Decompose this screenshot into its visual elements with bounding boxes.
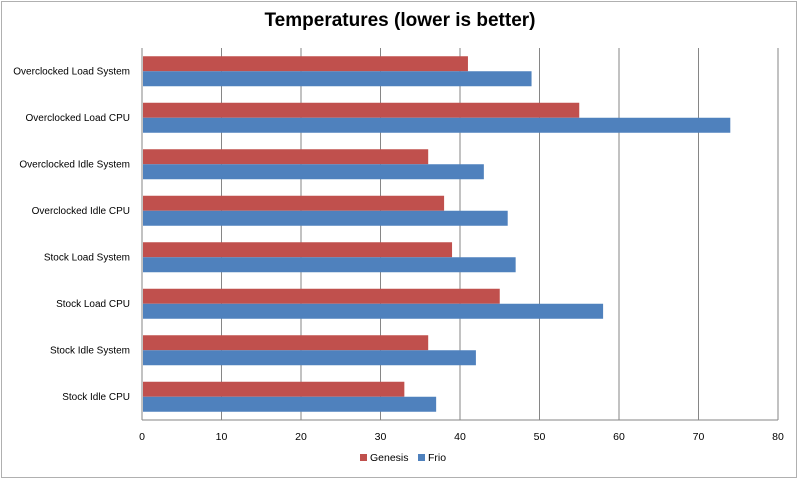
legend-label-frio: Frio — [428, 452, 446, 464]
legend-swatch-frio — [418, 454, 425, 461]
x-tick-label-40: 40 — [454, 431, 466, 443]
bar-frio-6 — [143, 350, 476, 366]
x-tick-label-30: 30 — [375, 431, 387, 443]
bar-frio-5 — [143, 303, 604, 319]
category-label-7: Stock Idle CPU — [62, 392, 130, 403]
bar-frio-4 — [143, 257, 516, 273]
legend-swatch-genesis — [360, 454, 367, 461]
x-tick-label-60: 60 — [613, 431, 625, 443]
bar-genesis-6 — [143, 335, 429, 351]
x-tick-label-10: 10 — [216, 431, 228, 443]
bar-genesis-1 — [143, 102, 580, 118]
category-label-6: Stock Idle System — [50, 345, 130, 356]
bar-genesis-0 — [143, 56, 468, 72]
x-tick-label-70: 70 — [693, 431, 705, 443]
bar-genesis-7 — [143, 381, 405, 397]
bar-genesis-3 — [143, 195, 445, 211]
bar-frio-2 — [143, 164, 484, 180]
x-tick-label-50: 50 — [534, 431, 546, 443]
bar-frio-3 — [143, 210, 508, 226]
category-label-4: Stock Load System — [44, 252, 130, 263]
category-label-0: Overclocked Load System — [13, 66, 130, 77]
legend-label-genesis: Genesis — [370, 452, 409, 464]
bar-frio-7 — [143, 396, 437, 412]
bar-frio-1 — [143, 117, 731, 133]
category-label-1: Overclocked Load CPU — [26, 113, 131, 124]
x-tick-label-80: 80 — [772, 431, 784, 443]
x-tick-label-0: 0 — [139, 431, 145, 443]
x-tick-label-20: 20 — [295, 431, 307, 443]
bar-genesis-4 — [143, 242, 453, 258]
category-label-3: Overclocked Idle CPU — [32, 206, 130, 217]
category-label-2: Overclocked Idle System — [19, 159, 130, 170]
category-label-5: Stock Load CPU — [56, 299, 130, 310]
bar-frio-0 — [143, 71, 532, 87]
bar-genesis-5 — [143, 288, 500, 304]
chart-title: Temperatures (lower is better) — [264, 10, 536, 31]
bar-genesis-2 — [143, 149, 429, 165]
